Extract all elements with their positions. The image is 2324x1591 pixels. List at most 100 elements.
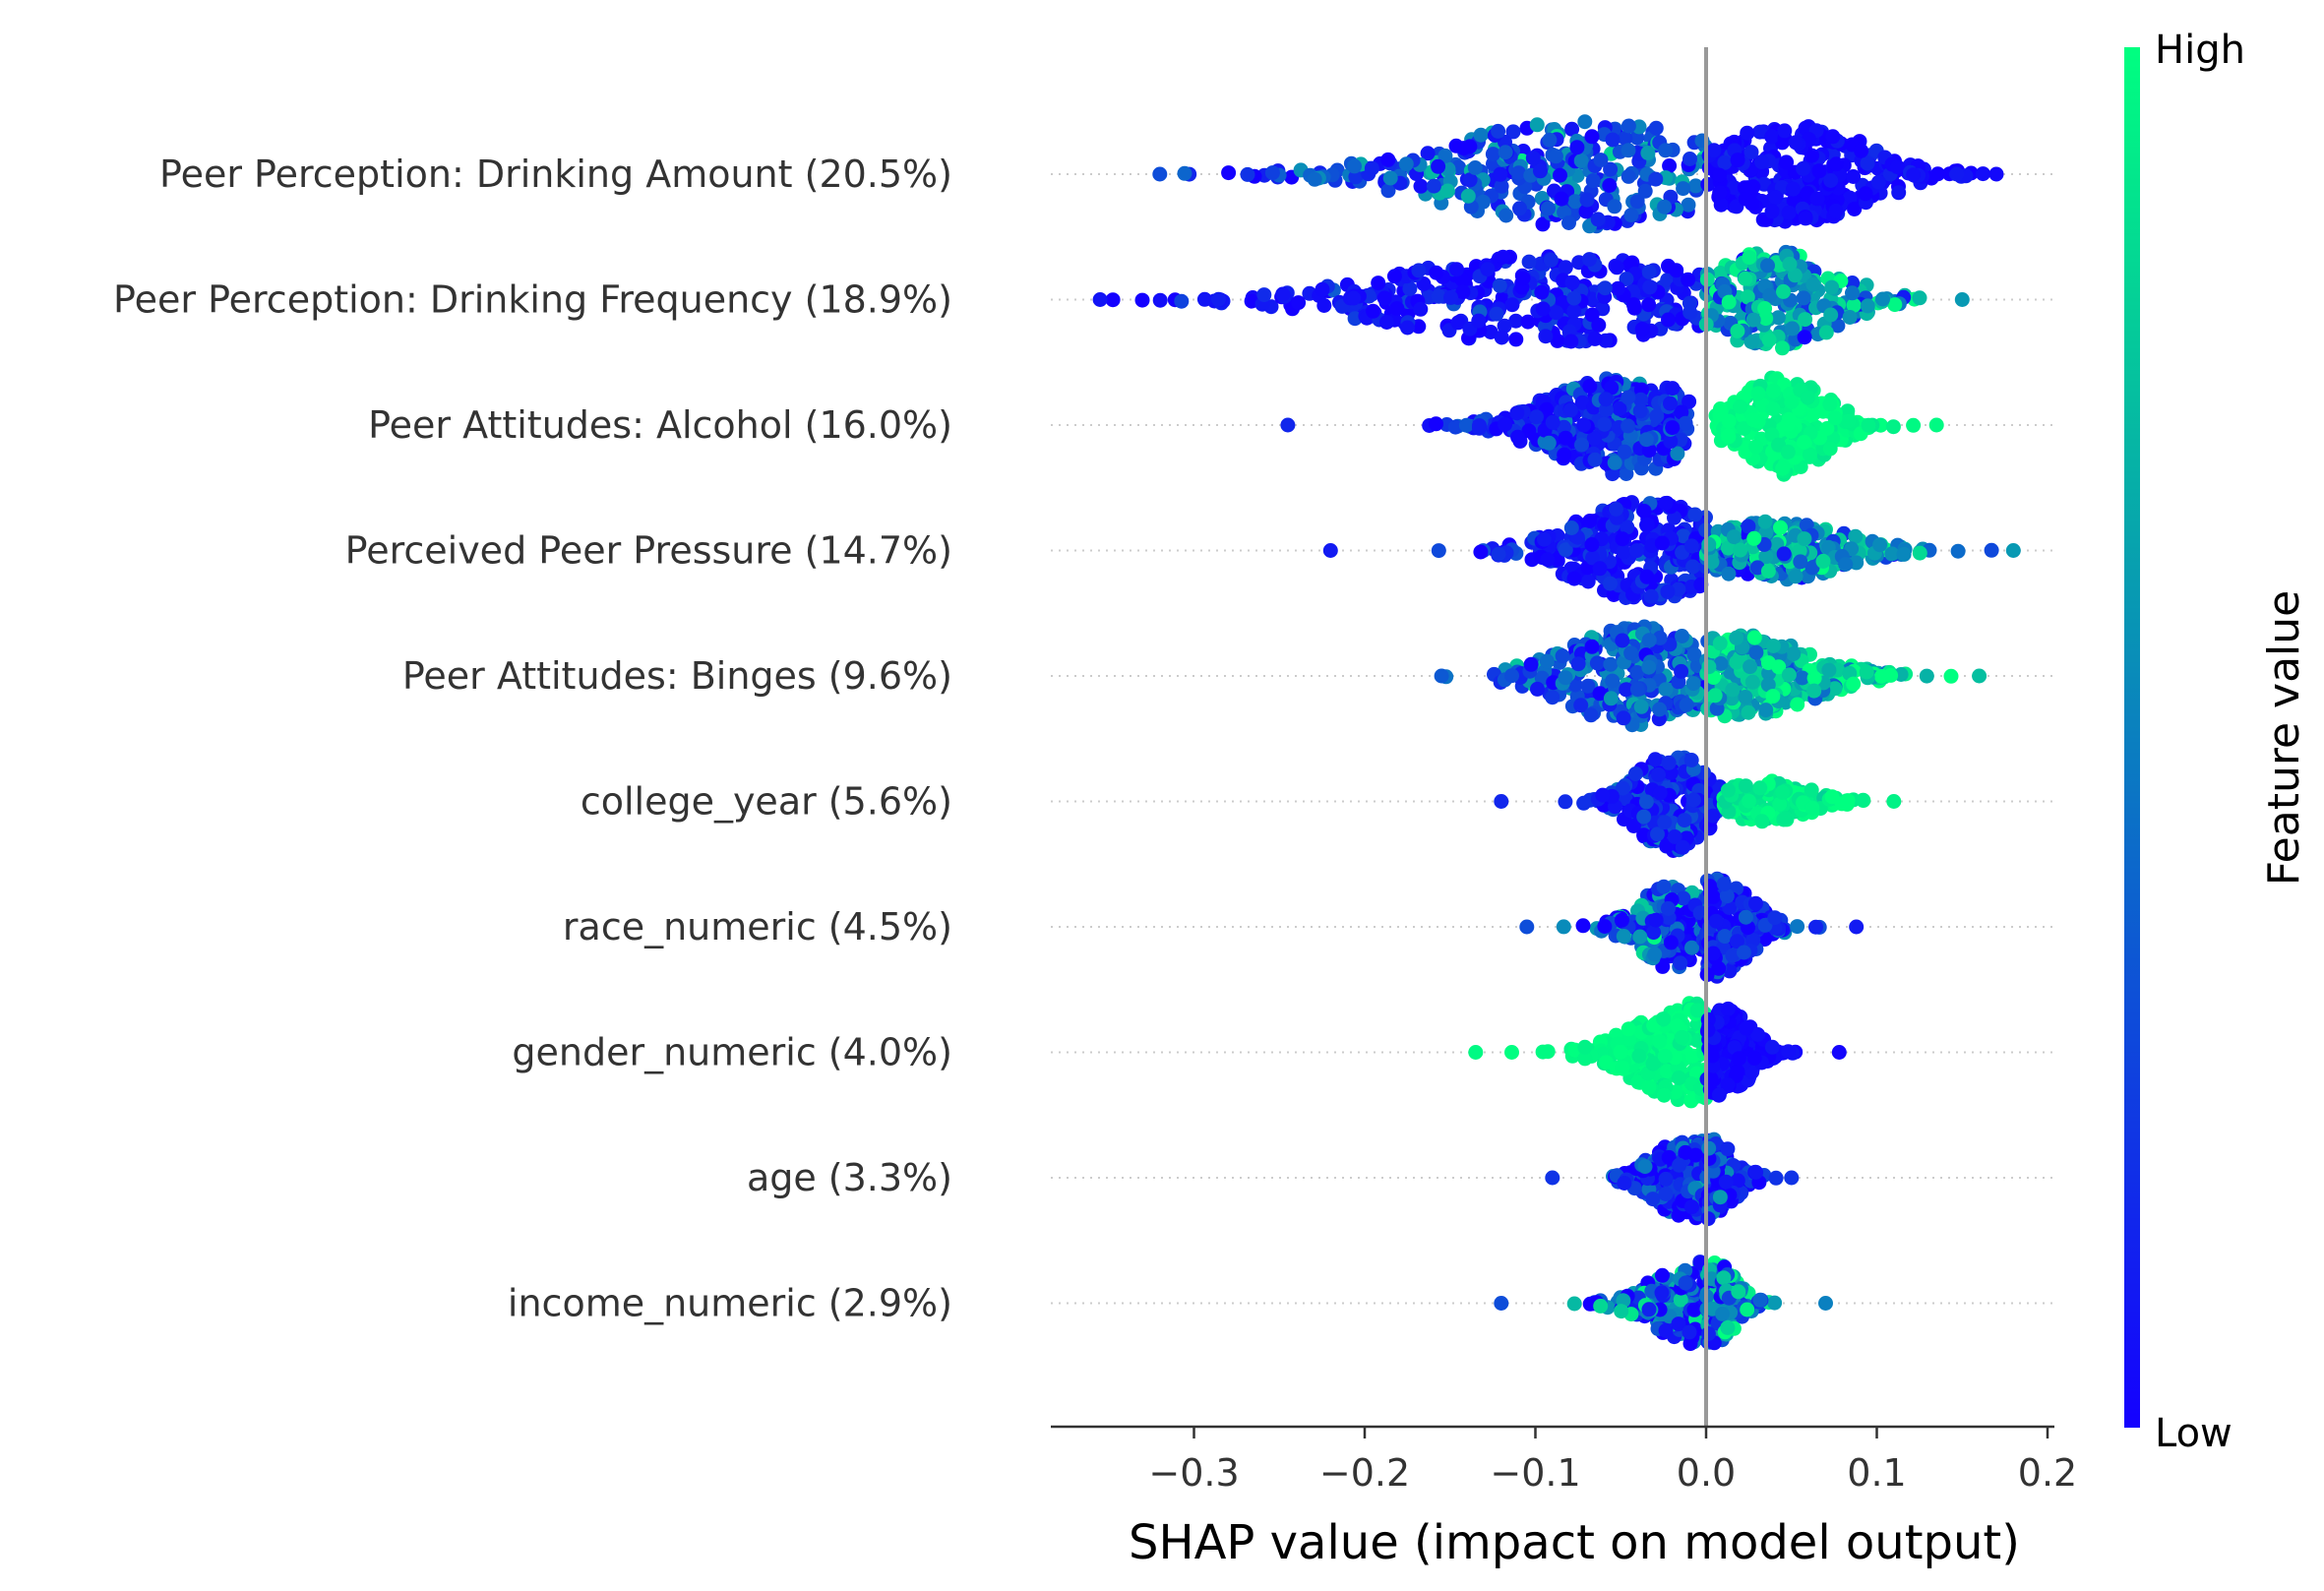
shap-point bbox=[1686, 646, 1702, 662]
shap-point bbox=[1450, 315, 1466, 331]
shap-point bbox=[1504, 1045, 1519, 1060]
shap-point bbox=[1579, 192, 1595, 208]
shap-point bbox=[1765, 639, 1781, 653]
colorbar-title: Feature value bbox=[2259, 590, 2309, 886]
shap-point bbox=[1587, 331, 1603, 346]
shap-point bbox=[1797, 435, 1812, 450]
shap-point bbox=[1566, 303, 1582, 319]
shap-point bbox=[1638, 432, 1654, 448]
shap-point bbox=[1595, 787, 1611, 803]
shap-point bbox=[1558, 670, 1573, 686]
shap-point bbox=[1512, 201, 1527, 216]
shap-point bbox=[1631, 1048, 1647, 1064]
shap-point bbox=[1678, 1275, 1693, 1291]
shap-point bbox=[1623, 645, 1639, 661]
shap-point bbox=[1652, 702, 1668, 717]
shap-point bbox=[1887, 297, 1903, 313]
shap-point bbox=[1604, 380, 1620, 396]
shap-point bbox=[1563, 334, 1579, 349]
shap-point bbox=[1521, 254, 1537, 270]
shap-point bbox=[1675, 629, 1689, 643]
shap-point bbox=[1221, 165, 1237, 181]
shap-point bbox=[1623, 208, 1639, 223]
shap-point bbox=[1472, 418, 1487, 434]
shap-point bbox=[1822, 397, 1838, 412]
shap-point bbox=[1824, 279, 1840, 295]
shap-point bbox=[1429, 265, 1444, 280]
shap-point bbox=[1761, 333, 1777, 347]
shap-point bbox=[1275, 286, 1291, 302]
shap-point bbox=[1557, 447, 1572, 462]
shap-point bbox=[1431, 288, 1446, 304]
shap-point bbox=[1389, 301, 1405, 317]
shap-point bbox=[1541, 435, 1557, 451]
shap-point bbox=[1827, 410, 1843, 426]
shap-point bbox=[1738, 690, 1753, 704]
shap-point bbox=[1647, 947, 1663, 962]
shap-point bbox=[1640, 146, 1656, 160]
feature-row-points bbox=[1152, 114, 2004, 234]
shap-point bbox=[1574, 437, 1589, 453]
shap-point bbox=[1683, 538, 1699, 554]
shap-point bbox=[1713, 197, 1729, 213]
shap-point bbox=[1671, 1071, 1686, 1086]
shap-point bbox=[1576, 795, 1592, 811]
shap-point bbox=[1431, 158, 1446, 174]
shap-point bbox=[1437, 148, 1453, 163]
shap-point bbox=[1621, 418, 1636, 434]
shap-point bbox=[1729, 630, 1744, 645]
shap-point bbox=[1725, 682, 1741, 698]
shap-point bbox=[1831, 1045, 1847, 1060]
shap-point bbox=[1615, 531, 1630, 547]
shap-point bbox=[1825, 129, 1841, 145]
shap-point bbox=[1558, 260, 1573, 275]
shap-point bbox=[1757, 514, 1773, 529]
shap-point bbox=[1578, 204, 1594, 219]
shap-point bbox=[1711, 1087, 1727, 1103]
shap-point bbox=[1584, 639, 1600, 654]
shap-point bbox=[1380, 152, 1396, 167]
shap-point bbox=[1587, 452, 1603, 467]
shap-point bbox=[1748, 644, 1764, 660]
shap-point bbox=[1847, 202, 1863, 216]
shap-point bbox=[1561, 215, 1576, 230]
shap-point bbox=[1447, 419, 1463, 435]
shap-point bbox=[1494, 178, 1509, 194]
shap-point bbox=[1786, 181, 1801, 197]
shap-point bbox=[1701, 536, 1717, 552]
shap-point bbox=[1883, 667, 1899, 683]
shap-point bbox=[1619, 272, 1634, 286]
shap-point bbox=[1845, 285, 1860, 301]
shap-point bbox=[1811, 163, 1827, 179]
shap-point bbox=[1152, 166, 1168, 182]
shap-point bbox=[1105, 292, 1121, 308]
shap-point bbox=[1674, 1029, 1689, 1045]
shap-point bbox=[1679, 697, 1694, 712]
shap-point bbox=[1413, 301, 1429, 317]
shap-point bbox=[1652, 1034, 1668, 1050]
shap-point bbox=[1809, 191, 1825, 207]
shap-point bbox=[1781, 1044, 1796, 1060]
shap-point bbox=[1739, 1020, 1754, 1036]
shap-point bbox=[1647, 752, 1663, 767]
shap-point bbox=[1307, 171, 1322, 187]
shap-point bbox=[1808, 919, 1823, 935]
shap-point bbox=[1264, 165, 1280, 181]
shap-point bbox=[1775, 340, 1790, 356]
shap-point bbox=[1854, 143, 1869, 158]
shap-point bbox=[1657, 1048, 1673, 1064]
shap-point bbox=[1720, 782, 1736, 798]
shap-point bbox=[1494, 794, 1509, 809]
shap-point bbox=[1467, 160, 1483, 175]
shap-point bbox=[1856, 792, 1871, 808]
shap-point bbox=[1767, 910, 1783, 926]
shap-point bbox=[1549, 305, 1564, 321]
shap-point bbox=[1748, 439, 1764, 455]
shap-point bbox=[1648, 120, 1664, 136]
shap-point bbox=[1860, 298, 1875, 314]
shap-point bbox=[1542, 132, 1558, 148]
shap-point bbox=[1687, 507, 1703, 522]
shap-point bbox=[1984, 542, 1999, 558]
shap-point bbox=[1607, 455, 1622, 470]
